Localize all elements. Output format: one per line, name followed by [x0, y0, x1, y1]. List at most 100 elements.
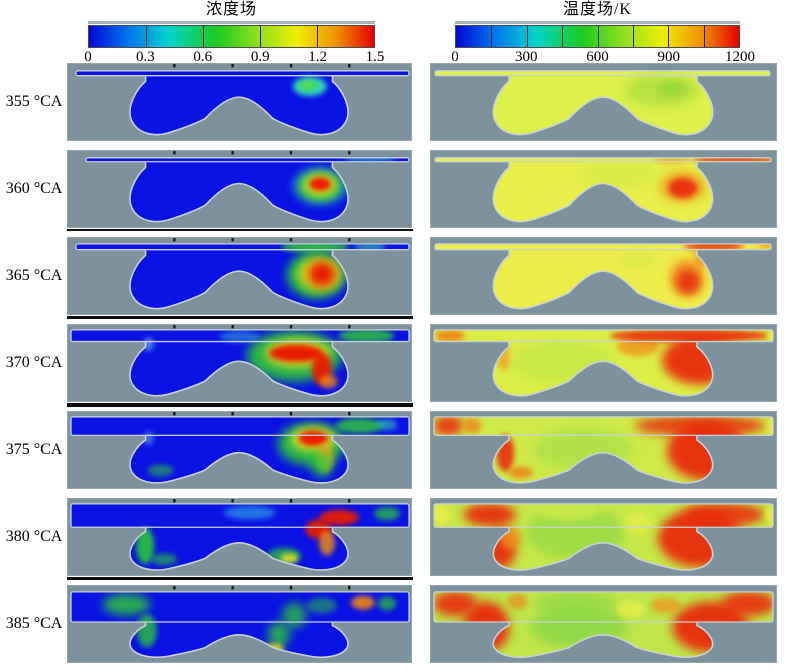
- scale-tick: [348, 238, 351, 242]
- colorbar-divider: [491, 26, 493, 47]
- contour-blob: [338, 329, 395, 343]
- contour-blob: [434, 416, 464, 437]
- bowl-outline: [493, 622, 712, 657]
- contour-blob: [307, 261, 336, 287]
- contour-blob: [435, 329, 465, 342]
- squish-gap-outline: [70, 591, 410, 623]
- temperature-colorbar: 温度场/K 0 300 600 900 1200: [451, 1, 755, 69]
- temperature-field-panel: [430, 585, 777, 663]
- conc-contour-svg: [68, 64, 411, 140]
- colorbar-tick-label: 0.9: [250, 49, 270, 65]
- bowl-outline: [130, 527, 348, 570]
- temp-contour-svg: [431, 325, 776, 401]
- panel-underline: [67, 316, 413, 319]
- conc-contour-svg: [68, 586, 411, 662]
- colorbar-divider: [668, 26, 670, 47]
- colorbar-divider: [203, 26, 204, 47]
- contour-blob: [657, 80, 688, 97]
- contour-blob: [535, 591, 616, 616]
- crank-angle-label: 365 °CA: [5, 267, 63, 284]
- colorbar-divider: [317, 26, 318, 47]
- scale-tick: [289, 238, 293, 242]
- crank-angle-label: 370 °CA: [5, 354, 63, 371]
- scale-tick: [231, 499, 234, 503]
- contour-blob: [624, 511, 652, 536]
- squish-gap-outline: [433, 329, 774, 343]
- scale-tick: [348, 499, 351, 503]
- temperature-colorbar-title: 温度场/K: [562, 1, 632, 18]
- crank-angle-row: 365 °CA: [0, 237, 787, 319]
- concentration-colorbar-gradient: [88, 21, 375, 48]
- temperature-colorbar-ticks: 0 300 600 900 1200: [451, 49, 755, 69]
- contour-blob: [309, 177, 332, 191]
- colorbar-divider: [260, 26, 261, 47]
- contour-blob: [434, 591, 478, 617]
- bowl-outline: [130, 250, 348, 309]
- scale-tick: [289, 499, 293, 503]
- colorbar-divider: [703, 26, 705, 47]
- contour-blob: [219, 330, 260, 343]
- contour-blob: [269, 344, 323, 363]
- conc-contour-svg: [68, 499, 411, 575]
- conc-contour-svg: [68, 151, 411, 227]
- temp-contour-svg: [431, 586, 776, 662]
- contour-blob: [684, 503, 765, 527]
- temperature-field-panel: [430, 237, 777, 315]
- contour-blob: [223, 505, 276, 520]
- contour-blob: [721, 591, 773, 617]
- contour-blob: [434, 504, 450, 525]
- scale-tick: [231, 325, 234, 329]
- contour-blob: [102, 593, 151, 616]
- squish-gap-outline: [434, 70, 771, 77]
- colorbar-tick-label: 900: [657, 49, 681, 65]
- colorbar-divider: [632, 26, 634, 47]
- temperature-field-panel: [430, 411, 777, 489]
- scale-tick: [289, 412, 293, 416]
- concentration-field-panel: [67, 324, 412, 402]
- concentration-field-panel: [67, 150, 412, 228]
- crank-angle-row: 380 °CA: [0, 498, 787, 580]
- contour-blob: [310, 451, 333, 478]
- contour-blob: [683, 243, 744, 251]
- squish-gap-outline: [433, 591, 774, 623]
- squish-gap-outline: [434, 243, 772, 251]
- contour-blob: [280, 553, 299, 564]
- scale-tick: [289, 325, 293, 329]
- scale-tick: [231, 412, 234, 416]
- bowl-outline: [130, 622, 348, 657]
- temp-contour-svg: [431, 151, 776, 227]
- crank-angle-label: 380 °CA: [5, 528, 63, 545]
- contour-blob: [539, 504, 599, 521]
- contour-blob: [306, 597, 337, 614]
- concentration-colorbar: 浓度场 0 0.3 0.6 0.9 1.2 1.5: [84, 1, 384, 69]
- contour-row-list: 355 °CA 360 °CA 365 °CA 370 °CA 375 °CA: [0, 63, 787, 670]
- temperature-field-panel: [430, 498, 777, 576]
- squish-gap-outline: [70, 329, 410, 343]
- bowl-outline: [493, 342, 712, 396]
- squish-gap-outline: [75, 70, 410, 77]
- contour-blob: [378, 596, 396, 611]
- contour-blob: [463, 503, 516, 527]
- colorbar-divider: [146, 26, 147, 47]
- contour-blob: [507, 593, 528, 610]
- temperature-field-panel: [430, 63, 777, 141]
- bowl-outline: [493, 76, 712, 135]
- squish-gap-outline: [85, 157, 410, 163]
- scale-tick: [289, 586, 293, 590]
- crank-angle-row: 385 °CA: [0, 585, 787, 663]
- concentration-field-panel: [67, 411, 412, 489]
- squish-gap-outline: [70, 503, 410, 528]
- contour-blob: [635, 416, 766, 437]
- bowl-outline: [130, 342, 348, 396]
- temp-contour-svg: [431, 238, 776, 314]
- colorbar-tick-label: 1.5: [365, 49, 385, 65]
- crank-angle-label: 355 °CA: [5, 93, 63, 110]
- bowl-outline: [130, 162, 348, 222]
- bowl-outline: [493, 250, 712, 309]
- contour-blob: [136, 614, 157, 648]
- panel-underline: [67, 577, 413, 580]
- scale-tick: [348, 586, 351, 590]
- crank-angle-row: 360 °CA: [0, 150, 787, 231]
- colorbar-tick-label: 0.6: [193, 49, 213, 65]
